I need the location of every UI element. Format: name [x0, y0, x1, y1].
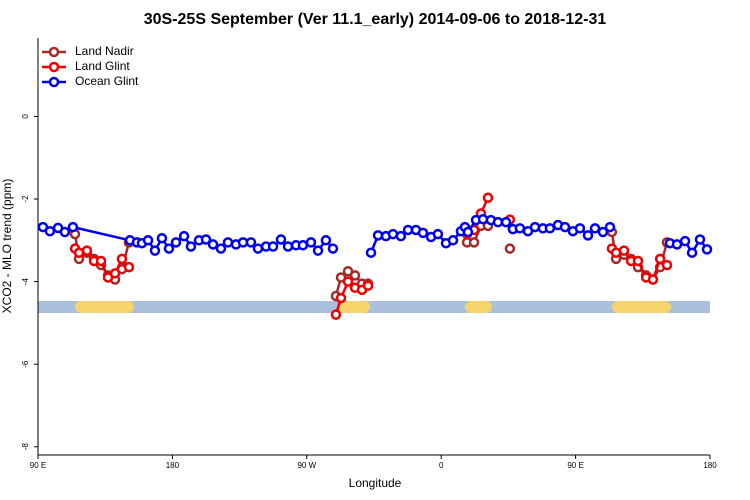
x-tick-label: 180: [166, 461, 180, 470]
point: [156, 232, 168, 244]
point: [632, 255, 644, 267]
point: [417, 227, 429, 239]
point: [559, 221, 571, 233]
y-tick-label: -8: [21, 443, 30, 451]
y-tick-label: -2: [21, 195, 30, 203]
point: [462, 226, 474, 238]
point: [694, 234, 706, 245]
point: [267, 241, 279, 252]
point: [618, 245, 630, 256]
point: [647, 274, 659, 285]
point: [492, 216, 504, 228]
point: [468, 237, 480, 248]
point: [504, 243, 516, 254]
land-band: [338, 301, 370, 313]
point: [349, 270, 361, 281]
point: [282, 241, 294, 252]
point: [163, 243, 175, 254]
point: [604, 221, 616, 233]
point: [330, 309, 342, 320]
chart-title: 30S-25S September (Ver 11.1_early) 2014-…: [144, 11, 607, 28]
point: [544, 223, 556, 234]
point: [679, 235, 691, 247]
point: [275, 234, 287, 245]
series: [69, 192, 673, 320]
point: [661, 259, 673, 271]
point: [59, 226, 71, 238]
point: [327, 243, 339, 254]
legend-marker: [48, 76, 60, 88]
point: [170, 237, 182, 248]
point: [178, 230, 190, 242]
y-tick-label: -4: [21, 277, 30, 285]
point: [142, 235, 154, 246]
point: [335, 292, 347, 304]
point: [297, 240, 309, 251]
point: [597, 226, 609, 238]
y-tick-label: 0: [21, 114, 30, 119]
point: [432, 228, 444, 240]
point: [305, 237, 317, 248]
point: [215, 243, 227, 254]
point: [207, 239, 219, 250]
point: [514, 223, 526, 234]
x-tick-label: 90 E: [30, 461, 46, 470]
point: [116, 253, 128, 265]
surface-band: [38, 301, 710, 313]
point: [447, 235, 459, 246]
point: [312, 245, 324, 256]
point: [582, 230, 594, 241]
point: [671, 239, 683, 250]
point: [500, 216, 512, 228]
point: [482, 192, 494, 204]
point: [529, 221, 541, 233]
point: [200, 234, 212, 245]
point: [320, 235, 332, 246]
point: [395, 230, 407, 242]
x-tick-label: 90 W: [297, 461, 316, 470]
land-band: [465, 301, 492, 313]
point: [67, 221, 79, 233]
point: [95, 255, 107, 267]
y-tick-label: -6: [21, 360, 30, 368]
point: [701, 244, 713, 255]
point: [252, 243, 264, 254]
legend-marker: [48, 46, 60, 58]
y-axis-label: XCO2 - MLO trend (ppm): [0, 179, 14, 314]
point: [81, 245, 93, 256]
land-band: [612, 301, 671, 313]
legend-marker: [48, 61, 60, 73]
point: [365, 247, 377, 258]
legend-label: Land Nadir: [75, 44, 134, 58]
point: [342, 276, 354, 287]
point: [149, 245, 161, 256]
point: [245, 237, 257, 248]
x-axis-label: Longitude: [349, 476, 402, 490]
x-tick-label: 90 E: [567, 461, 583, 470]
land-band: [75, 301, 134, 313]
point: [44, 225, 56, 237]
point: [222, 237, 234, 248]
point: [574, 223, 586, 234]
ocean-band: [38, 301, 710, 313]
point: [654, 253, 666, 265]
point: [686, 247, 698, 258]
x-tick-label: 0: [439, 461, 444, 470]
legend-label: Land Glint: [75, 59, 130, 73]
legend-label: Ocean Glint: [75, 74, 139, 88]
x-tick-label: 180: [703, 461, 717, 470]
point: [123, 261, 135, 273]
point: [362, 280, 374, 291]
point: [109, 268, 121, 279]
series: [37, 214, 713, 258]
point: [185, 241, 197, 252]
point: [589, 223, 601, 234]
